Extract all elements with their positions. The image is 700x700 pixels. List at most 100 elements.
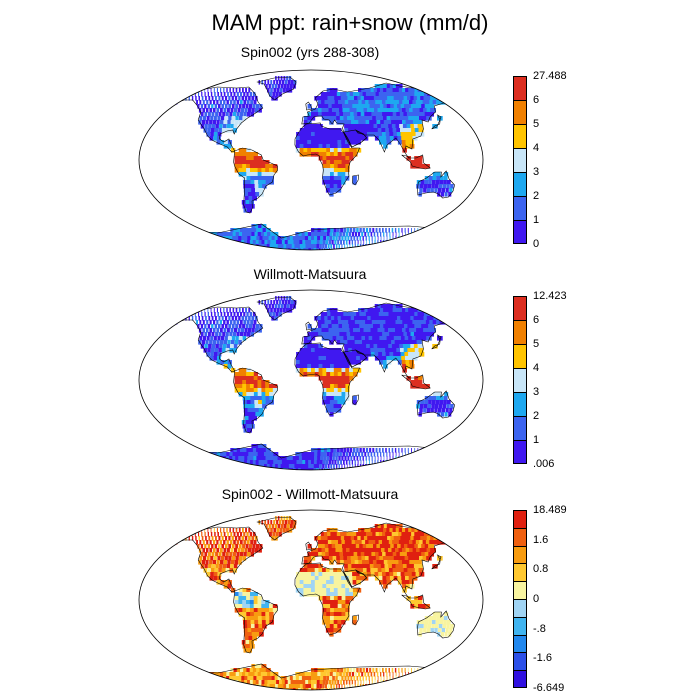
colorbar-swatch (513, 196, 527, 220)
colorbar-swatch (513, 320, 527, 344)
colorbar-swatch (513, 545, 527, 564)
colorbar-swatch (513, 616, 527, 635)
coastline-south-america (233, 367, 279, 434)
coastline-australia (417, 170, 455, 199)
colorbar-label: -.8 (533, 622, 546, 635)
colorbar-swatch (513, 510, 527, 528)
colorbar-label: 6 (533, 94, 540, 106)
colorbar-label: 4 (533, 142, 540, 154)
coastline-north-america (171, 86, 264, 153)
coastline-africa (294, 122, 360, 196)
colorbar-label: -1.6 (533, 652, 552, 665)
coastline-uk (305, 101, 313, 111)
coastline-madagascar (352, 614, 359, 626)
panel-1-colorbar: 0 1 2 3 4 5 6 27.488 (513, 70, 613, 250)
colorbar-label: 12.423 (533, 290, 567, 302)
map-border (138, 289, 484, 471)
colorbar-swatch (513, 599, 527, 617)
coastline-africa (294, 562, 360, 636)
coastline-arabia (343, 129, 368, 148)
colorbar-swatch (513, 124, 527, 148)
colorbar-swatch (513, 416, 527, 440)
panel-3-title: Spin002 - Willmott-Matsuura (221, 486, 399, 502)
coastline-europe-asia (301, 82, 461, 160)
coastline-new-zealand (461, 414, 475, 427)
panel-2-map (138, 289, 484, 471)
coastline-antarctica (167, 223, 456, 250)
colorbar-label: 6 (533, 314, 540, 326)
colorbar-swatch (513, 368, 527, 392)
panel-1-title: Spin002 (yrs 288-308) (240, 44, 380, 60)
colorbar-label: .006 (533, 458, 555, 470)
coastline-greenland (256, 516, 297, 541)
coastline-uk (305, 541, 313, 551)
coastline-south-america (233, 587, 279, 654)
colorbar-label: 4 (533, 362, 540, 374)
colorbar-label: 2 (533, 410, 540, 422)
coastline-indonesia (401, 154, 431, 170)
colorbar-swatch (513, 344, 527, 368)
colorbar-swatch (513, 392, 527, 416)
colorbar-label: -6.649 (533, 682, 565, 694)
coastline-greenland (256, 76, 297, 101)
coastline-europe-asia (301, 302, 461, 380)
colorbar-swatch (513, 440, 527, 464)
colorbar-swatch (513, 76, 527, 100)
coastline-uk (305, 321, 313, 331)
coastline-antarctica (167, 663, 456, 690)
precipitation-grid (169, 76, 472, 250)
coastline-new-zealand (461, 634, 475, 647)
colorbar-label: 1.6 (533, 533, 549, 546)
precipitation-grid (169, 296, 472, 470)
colorbar-swatch (513, 172, 527, 196)
colorbar-label: 1 (533, 434, 540, 446)
colorbar-swatch (513, 100, 527, 124)
map-border (138, 509, 484, 691)
colorbar-label: 3 (533, 386, 540, 398)
colorbar-swatch (513, 634, 527, 653)
colorbar-label: 1 (533, 214, 540, 226)
coastline-australia (417, 610, 455, 639)
panel-1-map (138, 69, 484, 251)
coastline-greenland (256, 296, 297, 321)
panel-2-colorbar: .006 1 2 3 4 5 6 12.423 (513, 290, 613, 470)
coastline-europe-asia (301, 522, 461, 600)
panel-3-colorbar: -6.649 -1.6 -.8 0 0.8 1.6 18.489 (513, 504, 613, 694)
coastline-africa (294, 342, 360, 416)
colorbar-swatch (513, 527, 527, 546)
coastline-north-america (171, 526, 264, 593)
colorbar-swatch (513, 652, 527, 671)
colorbar-swatch (513, 220, 527, 244)
colorbar-label: 5 (533, 338, 540, 350)
coastline-indonesia (401, 594, 431, 610)
panel-3-map (138, 509, 484, 691)
coastline-arabia (343, 569, 368, 588)
coastline-australia (417, 390, 455, 419)
precipitation-grid (169, 516, 472, 690)
coastline-japan (431, 554, 442, 570)
colorbar-label: 3 (533, 166, 540, 178)
colorbar-label: 0 (533, 593, 540, 605)
coastline-madagascar (352, 174, 359, 186)
coastline-indonesia (401, 374, 431, 390)
coastline-japan (431, 334, 442, 350)
coastline-south-america (233, 147, 279, 214)
coastline-north-america (171, 306, 264, 373)
colorbar-label: 27.488 (533, 70, 567, 82)
colorbar-label: 0 (533, 238, 540, 250)
figure-title: MAM ppt: rain+snow (mm/d) (211, 10, 489, 35)
coastline-madagascar (352, 394, 359, 406)
colorbar-swatch (513, 148, 527, 172)
colorbar-swatch (513, 670, 527, 688)
colorbar-swatch (513, 296, 527, 320)
coastline-antarctica (167, 443, 456, 470)
map-border (138, 69, 484, 251)
colorbar-swatch (513, 581, 527, 599)
colorbar-label: 18.489 (533, 504, 567, 516)
colorbar-label: 5 (533, 118, 540, 130)
coastline-japan (431, 114, 442, 130)
coastline-new-zealand (461, 194, 475, 207)
colorbar-label: 0.8 (533, 563, 549, 576)
colorbar-swatch (513, 563, 527, 582)
coastline-arabia (343, 349, 368, 368)
